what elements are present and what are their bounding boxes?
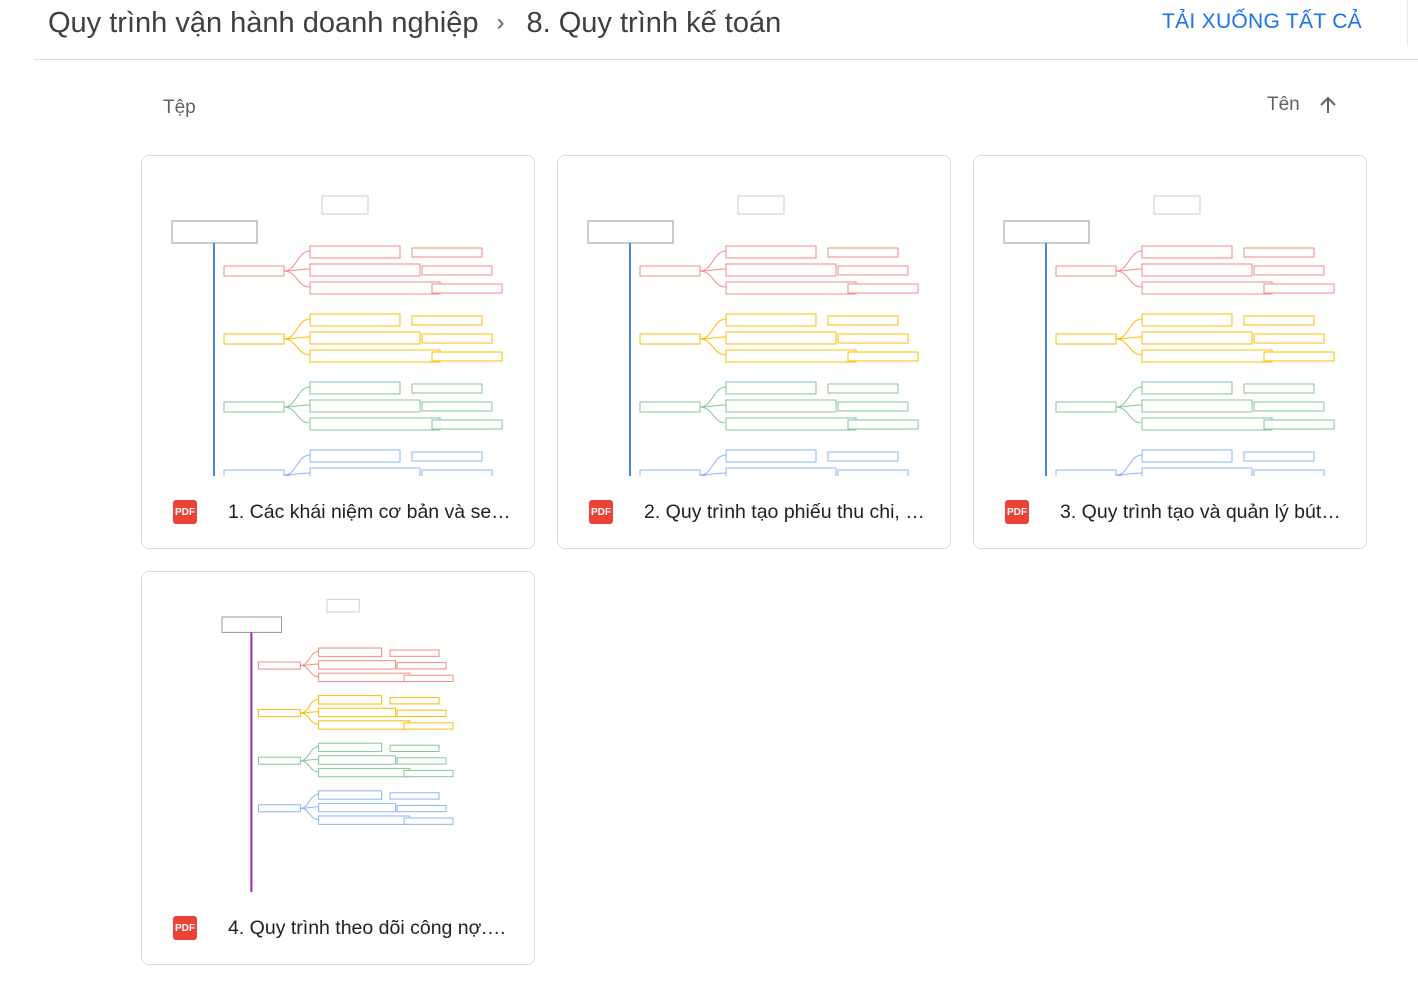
pdf-icon: PDF <box>589 500 613 524</box>
pdf-icon: PDF <box>1005 500 1029 524</box>
pdf-icon: PDF <box>173 916 197 940</box>
breadcrumb-current[interactable]: 8. Quy trình kế toán <box>526 6 782 39</box>
file-card[interactable]: PDF 1. Các khái niệm cơ bản và setup ban … <box>141 155 535 549</box>
file-thumbnail <box>587 195 919 476</box>
file-card[interactable]: PDF 4. Quy trình theo dõi công nợ.pdf <box>141 571 535 965</box>
file-thumbnail <box>171 195 503 476</box>
file-name: 4. Quy trình theo dõi công nợ.pdf <box>228 916 513 939</box>
divider <box>34 59 1418 60</box>
breadcrumb: Quy trình vận hành doanh nghiệp › 8. Quy… <box>48 0 781 46</box>
section-title: Tệp <box>163 97 196 118</box>
pdf-icon: PDF <box>173 500 197 524</box>
file-name: 2. Quy trình tạo phiếu thu chi, báo nợ b… <box>644 500 929 523</box>
file-card[interactable]: PDF 3. Quy trình tạo và quản lý bút toán.… <box>973 155 1367 549</box>
sort-label: Tên <box>1267 94 1300 115</box>
file-name: 1. Các khái niệm cơ bản và setup ban đầu… <box>228 500 513 523</box>
arrow-up-icon <box>1320 96 1336 113</box>
file-name: 3. Quy trình tạo và quản lý bút toán.pdf <box>1060 500 1345 523</box>
sort-button[interactable]: Tên <box>1267 94 1338 116</box>
file-thumbnail <box>1003 195 1335 476</box>
breadcrumb-parent[interactable]: Quy trình vận hành doanh nghiệp <box>48 6 479 39</box>
chevron-right-icon: › <box>496 9 505 36</box>
file-thumbnail <box>221 598 454 892</box>
file-card[interactable]: PDF 2. Quy trình tạo phiếu thu chi, báo n… <box>557 155 951 549</box>
divider <box>1407 0 1408 46</box>
download-all-button[interactable]: TẢI XUỐNG TẤT CẢ <box>1161 10 1362 33</box>
